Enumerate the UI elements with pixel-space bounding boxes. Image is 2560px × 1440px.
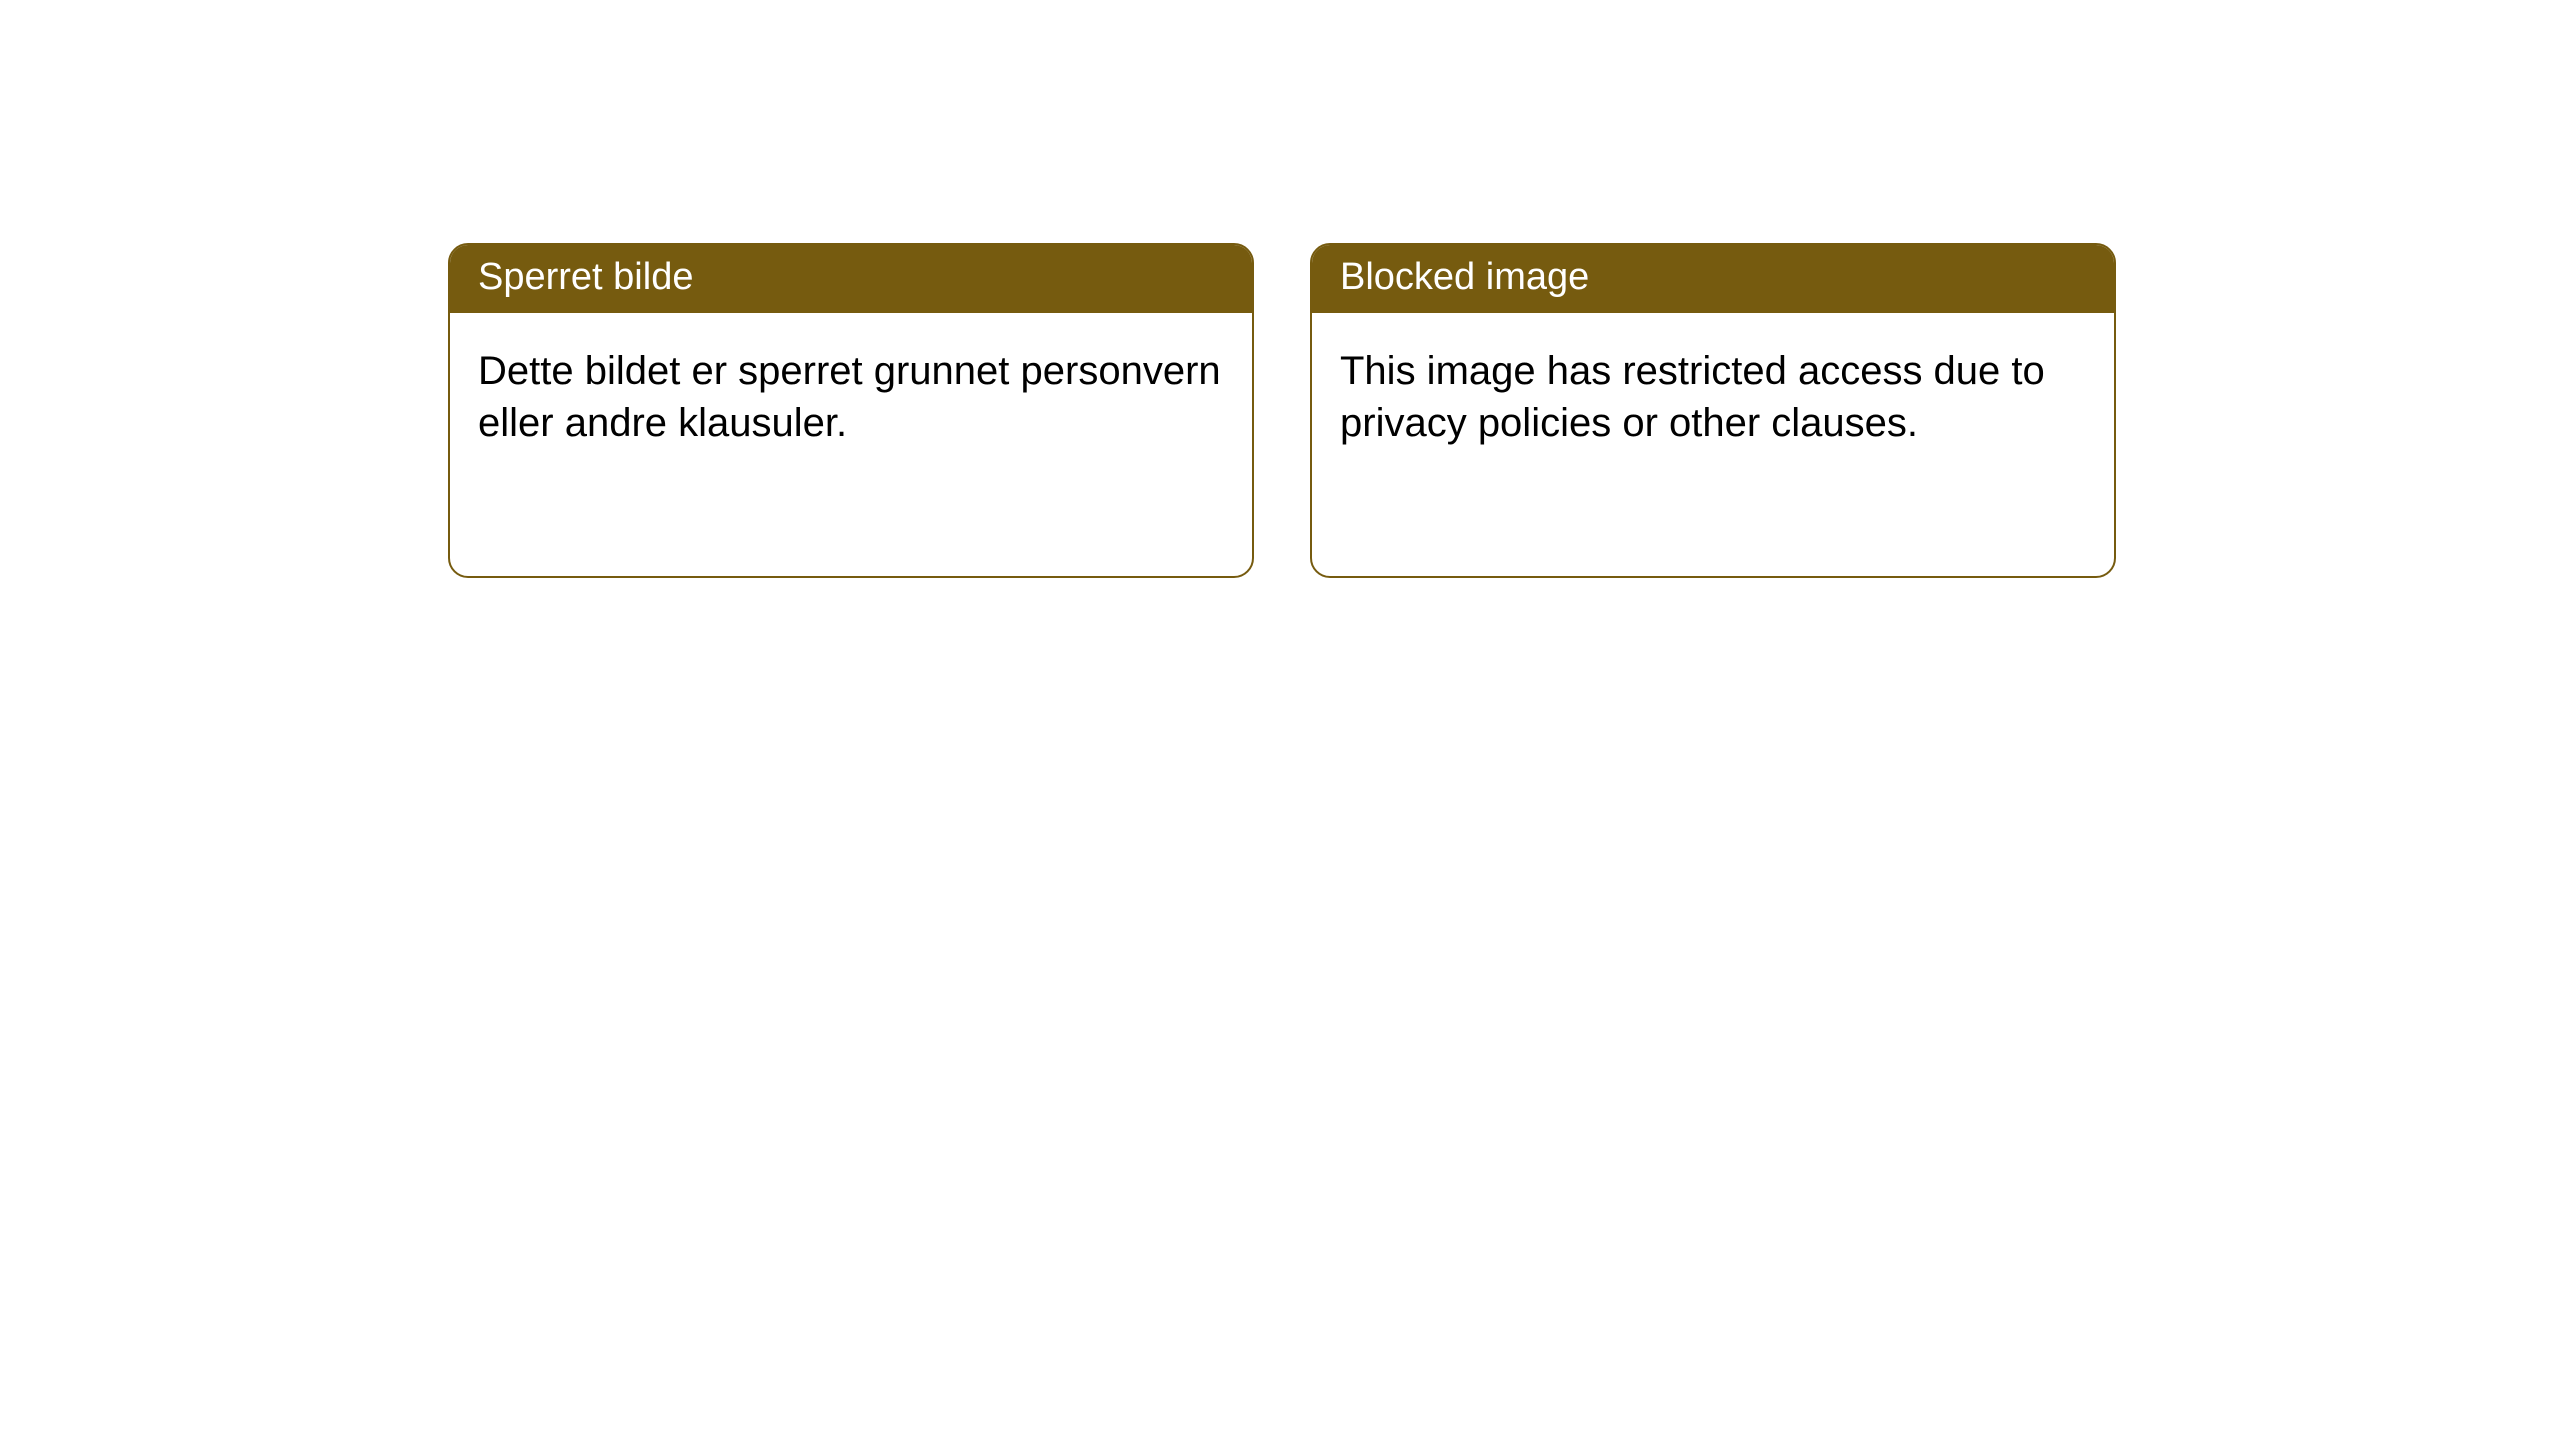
card-body-english: This image has restricted access due to … [1312, 313, 2114, 481]
notice-cards-container: Sperret bilde Dette bildet er sperret gr… [448, 243, 2116, 578]
notice-card-norwegian: Sperret bilde Dette bildet er sperret gr… [448, 243, 1254, 578]
card-body-norwegian: Dette bildet er sperret grunnet personve… [450, 313, 1252, 481]
notice-card-english: Blocked image This image has restricted … [1310, 243, 2116, 578]
card-header-english: Blocked image [1312, 245, 2114, 313]
card-header-norwegian: Sperret bilde [450, 245, 1252, 313]
